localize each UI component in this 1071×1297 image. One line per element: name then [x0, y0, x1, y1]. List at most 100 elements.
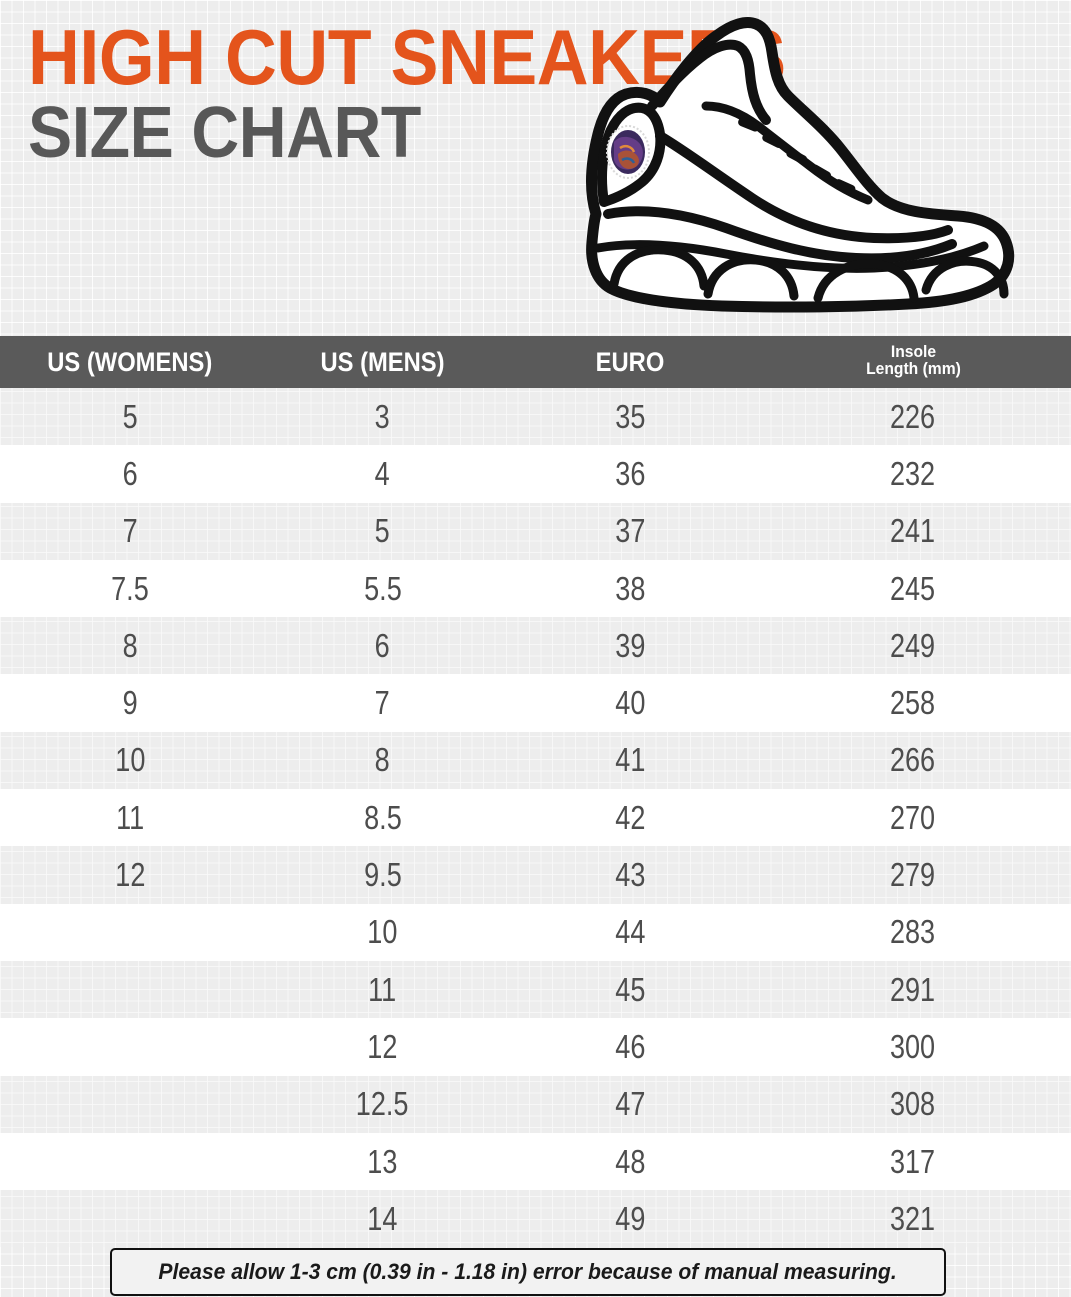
- table-row: 12.5 47 308: [0, 1075, 1071, 1133]
- table-header: US (WOMENS) US (MENS) EURO Insole Length…: [0, 336, 1071, 388]
- cell-us-mens: 5.5: [260, 560, 505, 617]
- cell-euro: 37: [505, 503, 755, 560]
- column-header-insole-length: Insole Length (mm): [755, 336, 1071, 388]
- cell-us-womens: 5: [0, 388, 260, 445]
- column-header-euro-label: EURO: [595, 346, 665, 377]
- cell-value: 232: [890, 454, 936, 492]
- cell-us-womens: 9: [0, 674, 260, 731]
- cell-euro: 49: [505, 1190, 755, 1247]
- cell-insole: 226: [755, 388, 1071, 445]
- cell-us-womens: [0, 961, 260, 1018]
- cell-value: 12: [367, 1027, 398, 1065]
- cell-us-womens: [0, 1018, 260, 1075]
- table-row: 10 8 41 266: [0, 731, 1071, 790]
- cell-insole: 266: [755, 732, 1071, 789]
- cell-insole: 283: [755, 904, 1071, 961]
- cell-value: 42: [614, 798, 646, 836]
- cell-insole: 241: [755, 503, 1071, 560]
- cell-value: 48: [614, 1142, 646, 1180]
- cell-value: 10: [114, 741, 146, 779]
- cell-euro: 36: [505, 445, 755, 502]
- cell-value: 279: [890, 856, 936, 894]
- column-header-us-mens: US (MENS): [260, 336, 505, 388]
- cell-value: 245: [890, 569, 936, 607]
- hero-section: HIGH CUT SNEAKERS SIZE CHART: [0, 0, 1071, 336]
- table-row: 10 44 283: [0, 903, 1071, 961]
- cell-us-womens: [0, 1190, 260, 1247]
- cell-us-mens: 10: [260, 904, 505, 961]
- cell-us-mens: 3: [260, 388, 505, 445]
- cell-value: 8: [374, 741, 391, 779]
- column-header-insole-line2: Length (mm): [865, 359, 961, 379]
- cell-value: 12: [114, 856, 146, 894]
- cell-euro: 39: [505, 617, 755, 674]
- cell-value: 8: [122, 626, 138, 664]
- cell-value: 6: [374, 626, 391, 664]
- table-row: 5 3 35 226: [0, 388, 1071, 446]
- cell-us-womens: 12: [0, 846, 260, 903]
- cell-us-mens: 4: [260, 445, 505, 502]
- cell-value: 321: [890, 1199, 936, 1237]
- cell-value: 5.5: [363, 569, 402, 607]
- cell-us-womens: 10: [0, 732, 260, 789]
- table-body: 5 3 35 226 6 4 36 232 7 5 37 241 7.5 5.5 38 245 8 6 39 249 9…: [0, 388, 1071, 1248]
- cell-value: 7: [374, 684, 391, 722]
- cell-value: 14: [367, 1199, 398, 1237]
- cell-us-mens: 6: [260, 617, 505, 674]
- page-title-primary: HIGH CUT SNEAKERS: [28, 13, 786, 101]
- cell-euro: 41: [505, 732, 755, 789]
- cell-value: 38: [614, 569, 646, 607]
- cell-us-mens: 14: [260, 1190, 505, 1247]
- cell-value: 3: [374, 397, 391, 435]
- cell-euro: 45: [505, 961, 755, 1018]
- cell-euro: 46: [505, 1018, 755, 1075]
- column-header-us-mens-label: US (MENS): [320, 346, 445, 377]
- cell-us-womens: [0, 904, 260, 961]
- cell-value: 13: [367, 1142, 398, 1180]
- cell-euro: 35: [505, 388, 755, 445]
- cell-insole: 232: [755, 445, 1071, 502]
- cell-euro: 38: [505, 560, 755, 617]
- cell-euro: 43: [505, 846, 755, 903]
- cell-value: 12.5: [356, 1085, 409, 1123]
- cell-value: 41: [614, 741, 646, 779]
- cell-value: 258: [890, 684, 936, 722]
- table-row: 7 5 37 241: [0, 502, 1071, 560]
- cell-value: 36: [614, 454, 646, 492]
- cell-us-womens: 11: [0, 789, 260, 846]
- cell-us-womens: 7.5: [0, 560, 260, 617]
- table-row: 6 4 36 232: [0, 445, 1071, 503]
- cell-value: 37: [614, 512, 646, 550]
- column-header-insole-line1: Insole: [890, 341, 936, 361]
- cell-insole: 308: [755, 1076, 1071, 1133]
- column-header-euro: EURO: [505, 336, 755, 388]
- measurement-disclaimer-box: Please allow 1-3 cm (0.39 in - 1.18 in) …: [110, 1248, 946, 1296]
- page-title-secondary: SIZE CHART: [28, 92, 421, 173]
- cell-euro: 42: [505, 789, 755, 846]
- table-row: 11 8.5 42 270: [0, 789, 1071, 847]
- cell-value: 47: [614, 1085, 646, 1123]
- cell-value: 9.5: [363, 856, 402, 894]
- table-row: 13 48 317: [0, 1132, 1071, 1191]
- column-header-us-womens: US (WOMENS): [0, 336, 260, 388]
- cell-insole: 245: [755, 560, 1071, 617]
- cell-value: 35: [614, 397, 646, 435]
- cell-us-womens: [0, 1076, 260, 1133]
- cell-value: 39: [614, 626, 646, 664]
- heel-badge: [606, 125, 650, 179]
- cell-insole: 249: [755, 617, 1071, 674]
- cell-us-mens: 12: [260, 1018, 505, 1075]
- cell-value: 9: [122, 684, 138, 722]
- table-row: 8 6 39 249: [0, 617, 1071, 675]
- cell-us-mens: 9.5: [260, 846, 505, 903]
- cell-value: 6: [122, 454, 138, 492]
- measurement-disclaimer-text: Please allow 1-3 cm (0.39 in - 1.18 in) …: [158, 1259, 898, 1284]
- cell-us-womens: [0, 1133, 260, 1190]
- cell-value: 11: [368, 970, 397, 1008]
- cell-insole: 258: [755, 674, 1071, 731]
- cell-insole: 300: [755, 1018, 1071, 1075]
- cell-euro: 40: [505, 674, 755, 731]
- cell-us-womens: 6: [0, 445, 260, 502]
- cell-us-mens: 7: [260, 674, 505, 731]
